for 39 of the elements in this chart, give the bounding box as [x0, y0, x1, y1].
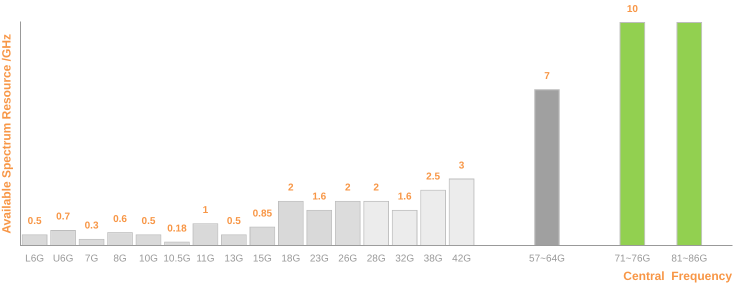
data-label: 0.5 [142, 216, 156, 228]
data-label: 0.85 [252, 208, 273, 220]
x-tick-label: 10.5G [163, 253, 191, 264]
data-label: 1.6 [398, 192, 412, 203]
x-axis-title: Central Frequency [623, 269, 732, 284]
x-tick-label: 10G [139, 253, 158, 264]
x-tick-label: 26G [338, 253, 358, 264]
data-label: 0.6 [113, 214, 128, 225]
y-axis-title: Available Spectrum Resource /GHz [0, 34, 14, 234]
data-label: 0.3 [84, 220, 99, 232]
x-tick-label: 28G [366, 253, 386, 264]
data-label: 10 [626, 4, 638, 15]
x-tick-label: 38G [424, 253, 443, 264]
data-label: 2 [288, 182, 294, 194]
data-label: 0.5 [226, 216, 242, 228]
data-label: 1.6 [312, 192, 327, 203]
data-label: 2.5 [426, 171, 441, 182]
x-tick-label: 81~86G [671, 253, 708, 264]
x-tick-label: 57~64G [529, 253, 566, 264]
x-tick-label: 42G [452, 253, 472, 264]
x-tick-label: 18G [281, 253, 300, 264]
data-label: 2 [373, 182, 380, 194]
data-label: 0.5 [28, 216, 42, 228]
x-tick-label: 71~76G [614, 253, 651, 264]
data-label: 1 [202, 204, 209, 216]
x-tick-label: L6G [25, 253, 44, 264]
x-tick-label: 15G [252, 253, 272, 264]
x-tick-label: 8G [113, 253, 127, 264]
x-tick-label: 7G [84, 253, 98, 264]
data-label: 7 [544, 70, 550, 82]
data-label: 0.18 [167, 223, 188, 234]
x-tick-label: 32G [395, 253, 414, 264]
x-tick-label: 11G [196, 253, 215, 264]
data-label: 2 [344, 182, 351, 194]
data-label: 3 [458, 160, 465, 172]
data-label: 0.7 [56, 212, 70, 223]
x-tick-label: 23G [310, 253, 329, 264]
x-tick-label: U6G [52, 253, 74, 264]
x-tick-label: 13G [224, 253, 244, 264]
